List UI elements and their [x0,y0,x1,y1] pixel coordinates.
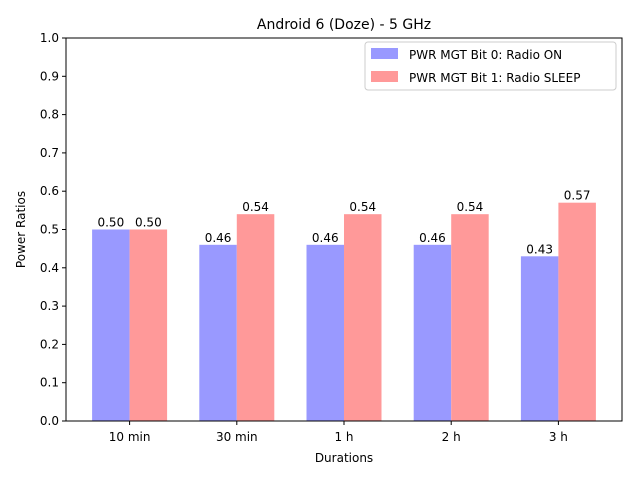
bar-value-label: 0.57 [564,189,591,203]
y-tick-label: 0.0 [40,414,59,428]
bar-value-label: 0.46 [312,231,339,245]
x-tick-label: 3 h [549,430,568,444]
bar-radio-sleep [129,229,168,421]
y-tick-label: 1.0 [40,31,59,45]
x-tick-label: 30 min [216,430,258,444]
bar-radio-on [306,244,344,421]
bar-value-label: 0.54 [242,200,269,214]
legend-swatch-radio-on [371,48,398,59]
y-tick-label: 0.9 [40,69,59,83]
bar-value-label: 0.43 [526,242,553,256]
y-axis-label: Power Ratios [14,191,28,268]
bar-value-label: 0.50 [135,216,162,230]
bar-radio-sleep [451,214,489,421]
bar-radio-on [199,244,237,421]
legend-swatch-radio-sleep [371,71,398,82]
plot-frame [65,37,623,422]
y-tick-label: 0.1 [40,376,59,390]
y-tick-label: 0.4 [40,261,59,275]
bars [92,202,596,421]
x-tick-label: 1 h [334,430,353,444]
x-axis: 10 min 30 min 1 h 2 h 3 h [109,421,568,444]
x-tick-label: 2 h [442,430,461,444]
y-axis: 0.0 0.1 0.2 0.3 0.4 0.5 0.6 0.7 0.8 0.9 1.0 [40,31,66,428]
bar-value-label: 0.50 [97,216,124,230]
y-tick-label: 0.2 [40,337,59,351]
y-tick-label: 0.5 [40,223,59,237]
bar-radio-sleep [344,214,382,421]
legend: PWR MGT Bit 0: Radio ON PWR MGT Bit 1: R… [364,41,617,91]
y-tick-label: 0.3 [40,299,59,313]
y-tick-label: 0.8 [40,108,59,122]
bar-radio-on [92,229,130,421]
legend-frame [364,41,617,91]
bar-radio-on [520,256,559,421]
legend-label-radio-on: PWR MGT Bit 0: Radio ON [409,48,562,62]
bar-labels: 0.50 0.46 0.46 0.46 0.43 0.50 0.54 0.54 0.54 0.57 [97,189,590,257]
bar-value-label: 0.46 [419,231,446,245]
bar-radio-sleep [558,202,596,421]
bar-radio-on [413,244,452,421]
bar-radio-sleep [236,214,275,421]
chart-title: Android 6 (Doze) - 5 GHz [257,17,431,33]
legend-label-radio-sleep: PWR MGT Bit 1: Radio SLEEP [409,71,580,85]
y-tick-label: 0.7 [40,146,59,160]
bar-value-label: 0.46 [205,231,232,245]
bar-value-label: 0.54 [457,200,484,214]
y-tick-label: 0.6 [40,184,59,198]
x-axis-label: Durations [315,451,373,465]
x-tick-label: 10 min [109,430,151,444]
bar-value-label: 0.54 [349,200,376,214]
